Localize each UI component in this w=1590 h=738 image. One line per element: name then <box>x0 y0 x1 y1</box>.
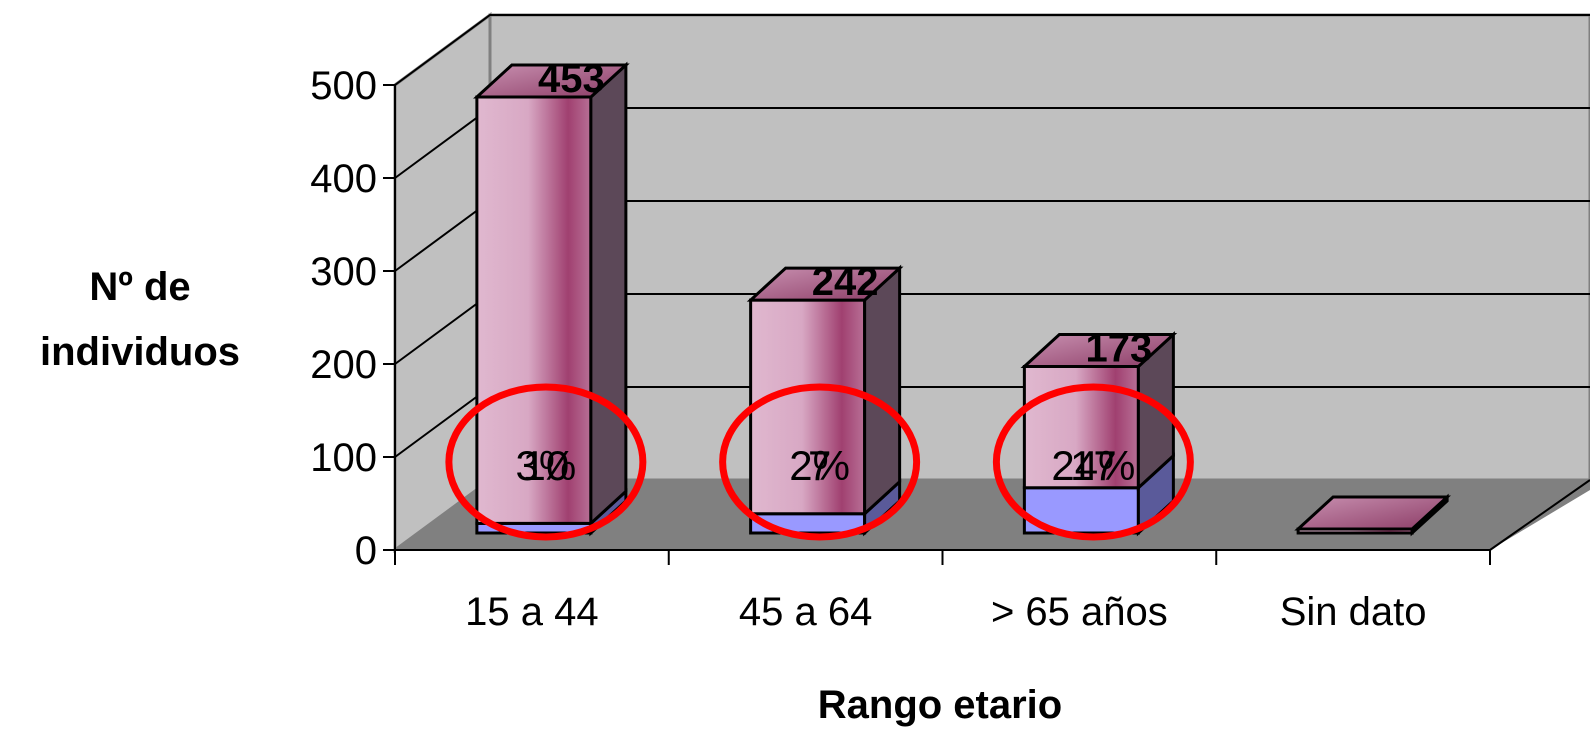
y-tick-label: 200 <box>310 343 377 387</box>
bar-top-face <box>1020 332 1178 368</box>
bar-stack <box>746 264 904 537</box>
y-axis-title: Nº de individuos <box>40 265 240 374</box>
y-axis-title-line-1: Nº de <box>89 265 190 309</box>
highlight-ring <box>445 383 647 541</box>
y-tick-label: 400 <box>310 157 377 201</box>
segment-value-label: 7 <box>808 442 831 489</box>
bar-segment-top-front <box>749 298 867 516</box>
x-tick-label: > 65 años <box>991 590 1168 634</box>
total-value-label: 173 <box>1086 326 1153 370</box>
x-tick-label: Sin dato <box>1280 590 1427 634</box>
floor-edge <box>1489 479 1590 551</box>
y-tick-label: 0 <box>355 529 377 573</box>
bar-stack <box>473 61 630 537</box>
y-axis: 0 100 200 300 400 500 <box>310 64 396 573</box>
x-axis-title: Rango etario <box>818 683 1062 727</box>
bar-stack <box>1020 331 1178 537</box>
bar-top-face <box>746 266 904 302</box>
segment-value-label: 2% <box>789 442 850 489</box>
bar-stack <box>1294 493 1451 537</box>
bar-top-face <box>1294 495 1451 531</box>
segment-value-label: 10 <box>523 442 570 489</box>
segment-value-label: 3% <box>516 442 577 489</box>
floor <box>395 480 1590 550</box>
y-tick-label: 300 <box>310 250 377 294</box>
bar-top-face <box>473 63 630 99</box>
x-tick-label: 45 a 64 <box>739 590 872 634</box>
y-axis-title-line-2: individuos <box>40 330 240 374</box>
highlight-rings <box>445 383 1194 541</box>
bars <box>473 61 1451 537</box>
highlight-ring <box>992 383 1194 541</box>
x-axis: 15 a 44 45 a 64 > 65 años Sin dato <box>394 479 1590 634</box>
bar-segment-top-side <box>589 61 628 527</box>
x-tick-label: 15 a 44 <box>465 590 598 634</box>
y-tick-label: 100 <box>310 436 377 480</box>
total-value-label: 453 <box>538 57 605 101</box>
segment-value-label: 24% <box>1051 442 1135 489</box>
bar-segment-top-side <box>863 264 902 518</box>
y-tick-label: 500 <box>310 64 377 108</box>
total-value-label: 242 <box>812 260 879 304</box>
highlight-ring <box>719 383 921 541</box>
gridline <box>394 14 1590 86</box>
segment-value-label: 17 <box>1070 442 1117 489</box>
